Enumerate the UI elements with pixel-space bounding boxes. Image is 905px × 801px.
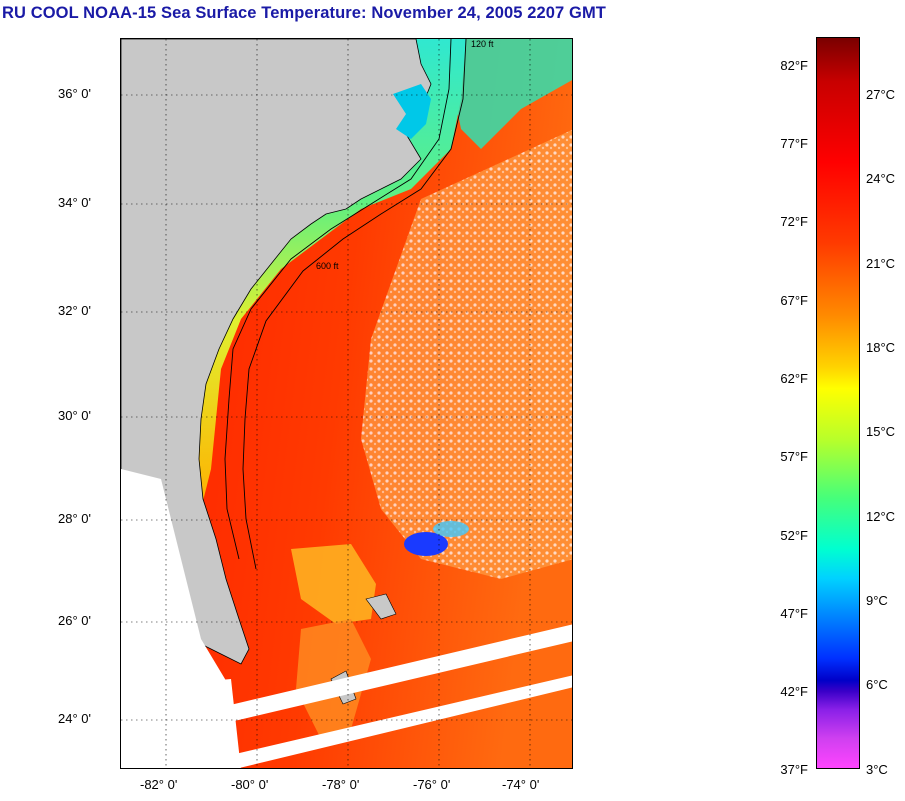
lat-label-32: 32° 0' bbox=[58, 303, 91, 318]
colorbar-label-12c: 12°C bbox=[866, 509, 896, 524]
lon-label-82: -82° 0' bbox=[140, 777, 178, 792]
lon-label-74: -74° 0' bbox=[502, 777, 540, 792]
swath-gap bbox=[226, 624, 572, 723]
colorbar-label-52f: 52°F bbox=[780, 528, 808, 543]
contour-label-120: 120 ft bbox=[471, 39, 494, 49]
colorbar-label-37f: 37°F bbox=[780, 762, 808, 777]
map-title: RU COOL NOAA-15 Sea Surface Temperature:… bbox=[2, 4, 606, 22]
colorbar-label-77f: 77°F bbox=[780, 136, 808, 151]
colorbar-label-62f: 62°F bbox=[780, 371, 808, 386]
colorbar-label-67f: 67°F bbox=[780, 293, 808, 308]
colorbar-label-42f: 42°F bbox=[780, 684, 808, 699]
colorbar-label-6c: 6°C bbox=[866, 677, 888, 692]
lat-label-30: 30° 0' bbox=[58, 408, 91, 423]
lat-label-24: 24° 0' bbox=[58, 711, 91, 726]
colorbar-label-27c: 27°C bbox=[866, 87, 896, 102]
lat-label-34: 34° 0' bbox=[58, 195, 91, 210]
sst-map: 120 ft 600 ft bbox=[120, 38, 573, 769]
colorbar-label-3c: 3°C bbox=[866, 762, 888, 777]
colorbar-label-9c: 9°C bbox=[866, 593, 888, 608]
sst-map-canvas: 120 ft 600 ft bbox=[121, 39, 572, 768]
colorbar-label-21c: 21°C bbox=[866, 256, 896, 271]
colorbar-label-18c: 18°C bbox=[866, 340, 896, 355]
bahamas-banks bbox=[291, 544, 376, 624]
graticule bbox=[121, 39, 572, 768]
land-mass bbox=[121, 39, 432, 665]
lon-label-80: -80° 0' bbox=[231, 777, 269, 792]
temperature-colorbar bbox=[816, 37, 860, 769]
colorbar-label-72f: 72°F bbox=[780, 214, 808, 229]
colorbar-label-47f: 47°F bbox=[780, 606, 808, 621]
cold-patch bbox=[404, 532, 448, 556]
colorbar-label-57f: 57°F bbox=[780, 449, 808, 464]
lat-label-28: 28° 0' bbox=[58, 511, 91, 526]
cloud-cover bbox=[361, 129, 572, 579]
contour-600ft bbox=[242, 39, 467, 570]
colorbar-label-24c: 24°C bbox=[866, 171, 896, 186]
colorbar-label-82f: 82°F bbox=[780, 58, 808, 73]
contour-label-600: 600 ft bbox=[316, 261, 339, 271]
bahamas-islands bbox=[365, 593, 397, 620]
lon-label-76: -76° 0' bbox=[413, 777, 451, 792]
lat-label-26: 26° 0' bbox=[58, 613, 91, 628]
colorbar-label-15c: 15°C bbox=[866, 424, 896, 439]
lon-label-78: -78° 0' bbox=[322, 777, 360, 792]
pamlico-sound bbox=[393, 84, 431, 139]
lat-label-36: 36° 0' bbox=[58, 86, 91, 101]
